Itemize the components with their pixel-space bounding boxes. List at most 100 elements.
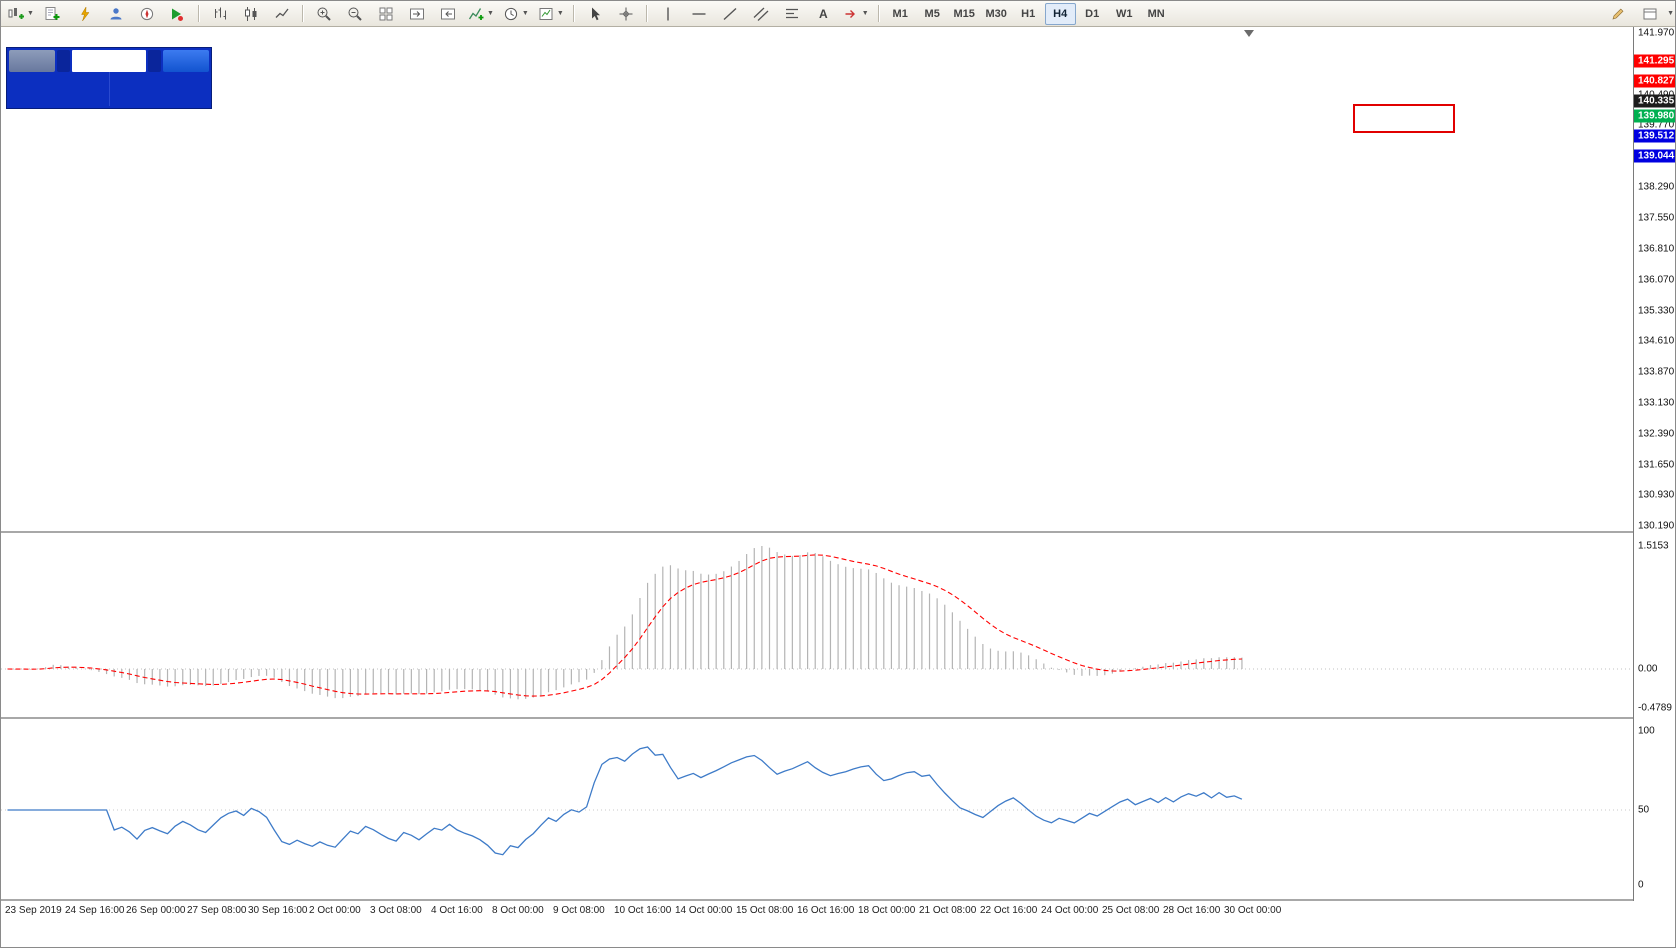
window-layout-icon xyxy=(1643,8,1657,19)
lot-size-input[interactable] xyxy=(72,50,146,72)
buy-price-display[interactable] xyxy=(108,72,210,106)
time-axis-label: 27 Sep 08:00 xyxy=(187,905,247,916)
market-watch-button[interactable] xyxy=(70,2,100,26)
time-axis-label: 24 Oct 00:00 xyxy=(1041,905,1099,916)
toolbar-separator xyxy=(645,5,648,22)
candlestick-mode-button[interactable] xyxy=(236,2,266,26)
macd-scale-label: 0.00 xyxy=(1638,663,1658,675)
timeframe-button-M15[interactable]: M15 xyxy=(953,7,975,20)
bar-chart-mode-button[interactable] xyxy=(205,2,235,26)
line-chart-icon xyxy=(275,8,289,18)
zoom-in-icon xyxy=(317,7,331,21)
trendline-tool-button[interactable] xyxy=(715,2,745,26)
panel-separator[interactable] xyxy=(1,531,1675,533)
macd-signal-line xyxy=(7,554,1242,697)
time-axis-label: 14 Oct 00:00 xyxy=(675,905,733,916)
time-axis-label: 22 Oct 16:00 xyxy=(980,905,1038,916)
sell-price-display[interactable] xyxy=(9,72,109,106)
chart-shift-marker[interactable] xyxy=(1244,30,1254,37)
time-axis[interactable]: 23 Sep 2019 24 Sep 16:00 26 Sep 00:00 27 Se… xyxy=(1,901,1633,923)
toolbar-overflow-icon[interactable]: ▼ xyxy=(1667,10,1674,17)
rsi-panel-canvas[interactable] xyxy=(1,719,1633,899)
cursor-tool-button[interactable] xyxy=(580,2,610,26)
panel-separator[interactable] xyxy=(1,899,1675,901)
zoom-out-icon xyxy=(348,7,362,21)
macd-label xyxy=(7,536,18,548)
time-axis-label: 9 Oct 08:00 xyxy=(553,905,605,916)
macd-panel-canvas[interactable] xyxy=(1,533,1633,717)
autotrading-play-icon xyxy=(172,8,184,21)
navigator-button[interactable] xyxy=(132,2,162,26)
auto-scroll-button[interactable] xyxy=(402,2,432,26)
time-axis-label: 23 Sep 2019 xyxy=(5,905,62,916)
lot-increase-button[interactable] xyxy=(148,50,161,72)
toolbar-separator xyxy=(572,5,575,22)
line-chart-mode-button[interactable] xyxy=(267,2,297,26)
pencil-icon xyxy=(1612,8,1624,19)
channel-tool-button[interactable] xyxy=(746,2,776,26)
clock-icon xyxy=(504,7,517,20)
toolbar: ▼ xyxy=(1,1,1675,27)
chart-shift-button[interactable] xyxy=(433,2,463,26)
profile-icon xyxy=(110,7,122,19)
vertical-line-tool-button[interactable] xyxy=(653,2,683,26)
timeframe-button-H4[interactable]: H4 xyxy=(1044,2,1076,25)
zoom-in-button[interactable] xyxy=(309,2,339,26)
market-watch-icon xyxy=(80,6,90,21)
rsi-scale-label: 50 xyxy=(1638,804,1650,816)
arrows-tool-button[interactable]: ▼ xyxy=(839,2,873,26)
time-axis-label: 4 Oct 16:00 xyxy=(431,905,483,916)
periods-button[interactable]: ▼ xyxy=(499,2,533,26)
template-icon xyxy=(539,7,553,20)
timeframe-button-D1[interactable]: D1 xyxy=(1085,7,1100,20)
time-axis-label: 24 Sep 16:00 xyxy=(65,905,125,916)
text-tool-button[interactable]: A xyxy=(808,2,838,26)
time-axis-label: 21 Oct 08:00 xyxy=(919,905,977,916)
price-axis-label: 141.970 xyxy=(1638,27,1675,39)
autotrading-button[interactable] xyxy=(163,2,193,26)
data-window-button[interactable] xyxy=(101,2,131,26)
time-axis-label: 15 Oct 08:00 xyxy=(736,905,794,916)
chevron-down-icon: ▼ xyxy=(556,10,564,17)
trendline-icon xyxy=(723,7,737,20)
sell-button[interactable] xyxy=(9,50,55,72)
candlestick-icon xyxy=(244,6,257,21)
zoom-out-button[interactable] xyxy=(340,2,370,26)
crosshair-tool-button[interactable] xyxy=(611,2,641,26)
timeframe-button-M5[interactable]: M5 xyxy=(924,7,940,20)
timeframe-button-M30[interactable]: M30 xyxy=(985,7,1007,20)
lot-decrease-button[interactable] xyxy=(57,50,70,72)
time-axis-label: 25 Oct 08:00 xyxy=(1102,905,1160,916)
one-click-trading-panel xyxy=(6,47,212,109)
price-axis-label: 137.550 xyxy=(1638,212,1675,224)
horizontal-line-tool-button[interactable] xyxy=(684,2,714,26)
macd-scale-label: 1.5153 xyxy=(1638,540,1669,552)
tile-windows-button[interactable] xyxy=(371,2,401,26)
time-axis-label: 3 Oct 08:00 xyxy=(370,905,422,916)
timeframe-button-MN[interactable]: MN xyxy=(1147,7,1165,20)
timeframe-button-H1[interactable]: H1 xyxy=(1021,7,1036,20)
indicators-button[interactable]: ▼ xyxy=(464,2,498,26)
time-axis-label: 28 Oct 16:00 xyxy=(1163,905,1221,916)
buy-button[interactable] xyxy=(163,50,209,72)
price-badge-140.827: 140.827 xyxy=(1634,74,1675,88)
time-axis-label: 8 Oct 00:00 xyxy=(492,905,544,916)
fibonacci-tool-button[interactable] xyxy=(777,2,807,26)
templates-button[interactable]: ▼ xyxy=(534,2,568,26)
timeframe-button-M1[interactable]: M1 xyxy=(892,7,908,20)
new-order-button[interactable] xyxy=(39,2,69,26)
rsi-scale-label: 100 xyxy=(1638,725,1655,737)
edit-button[interactable] xyxy=(1603,2,1633,26)
price-axis-label: 135.330 xyxy=(1638,305,1675,317)
layout-button[interactable] xyxy=(1635,2,1665,26)
price-axis-label: 132.390 xyxy=(1638,428,1675,440)
price-axis[interactable]: 141.970140.490139.770138.290137.550136.8… xyxy=(1633,26,1675,901)
price-annotation-box[interactable] xyxy=(1353,104,1455,133)
timeframe-button-W1[interactable]: W1 xyxy=(1115,7,1133,20)
toolbar-separator xyxy=(197,5,200,22)
time-axis-label: 10 Oct 16:00 xyxy=(614,905,672,916)
indicators-icon xyxy=(468,7,484,20)
panel-separator[interactable] xyxy=(1,717,1675,719)
new-chart-button[interactable]: ▼ xyxy=(4,2,38,26)
main-chart-canvas[interactable] xyxy=(1,26,1633,533)
